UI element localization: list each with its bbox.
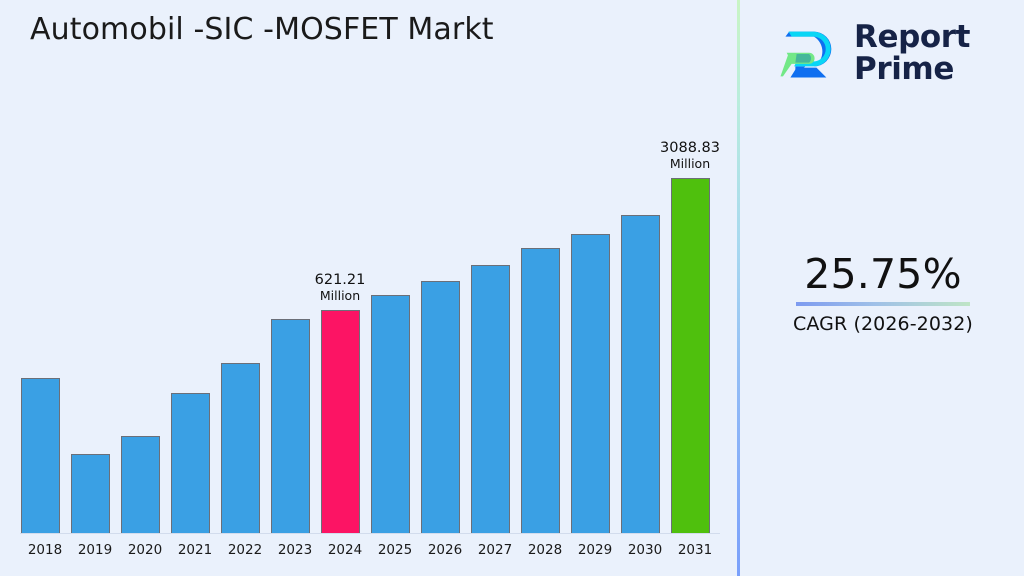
bar-2025[interactable] (371, 295, 410, 533)
bar-2029[interactable] (571, 234, 610, 533)
bar-slot-2022 (220, 120, 270, 533)
chart-plot-area: 621.21 Million 3088.83 Million (20, 120, 720, 534)
x-axis-line (20, 533, 720, 534)
page-title: Automobil -SIC -MOSFET Markt (30, 12, 494, 47)
bar-2020[interactable] (121, 436, 160, 533)
x-tick-2022: 2022 (227, 542, 263, 558)
bar-2021[interactable] (171, 393, 210, 533)
x-tick-2031: 2031 (677, 542, 713, 558)
bar-slot-2020 (120, 120, 170, 533)
cagr-value: 25.75% (804, 250, 962, 298)
x-tick-2027: 2027 (477, 542, 513, 558)
bar-2018[interactable] (21, 378, 60, 533)
bar-slot-2026 (420, 120, 470, 533)
bar-2031[interactable] (671, 178, 710, 533)
bar-slot-2021 (170, 120, 220, 533)
panel-divider (737, 0, 740, 576)
brand-name-line1: Report (854, 19, 971, 56)
bar-2022[interactable] (221, 363, 260, 533)
x-tick-2030: 2030 (627, 542, 663, 558)
report-prime-logo-icon (780, 31, 832, 78)
x-tick-2023: 2023 (277, 542, 313, 558)
x-tick-2021: 2021 (177, 542, 213, 558)
brand-name-line2: Prime (854, 51, 954, 87)
x-tick-2026: 2026 (427, 542, 463, 558)
brand-logo: Report Prime (778, 14, 1008, 94)
brand-name: Report Prime (854, 22, 970, 85)
bar-slot-2031: 3088.83 Million (660, 120, 720, 533)
x-tick-2020: 2020 (127, 542, 163, 558)
bar-2024[interactable] (321, 310, 360, 533)
bar-2019[interactable] (71, 454, 110, 533)
bar-2026[interactable] (421, 281, 460, 533)
x-tick-2025: 2025 (377, 542, 413, 558)
bar-slot-2029 (570, 120, 620, 533)
bar-2027[interactable] (471, 265, 510, 533)
x-tick-2029: 2029 (577, 542, 613, 558)
bar-series: 621.21 Million 3088.83 Million (20, 120, 720, 533)
bar-slot-2018 (20, 120, 70, 533)
bar-slot-2019 (70, 120, 120, 533)
bar-slot-2027 (470, 120, 520, 533)
bar-slot-2028 (520, 120, 570, 533)
bar-2030[interactable] (621, 215, 660, 533)
bar-slot-2025 (370, 120, 420, 533)
cagr-divider-rule (796, 302, 970, 307)
bar-slot-2030 (620, 120, 670, 533)
x-axis-tick-labels: 2018 2019 2020 2021 2022 2023 2024 2025 2026 2027… (20, 542, 720, 564)
x-tick-2024: 2024 (327, 542, 363, 558)
bar-slot-2023 (270, 120, 320, 533)
cagr-panel: 25.75% CAGR (2026-2032) (752, 250, 1014, 336)
bar-chart: 621.21 Million 3088.83 Million 2018 2019 2020… (20, 120, 720, 564)
bar-2023[interactable] (271, 319, 310, 533)
bar-2028[interactable] (521, 248, 560, 533)
x-tick-2019: 2019 (77, 542, 113, 558)
x-tick-2028: 2028 (527, 542, 563, 558)
bar-slot-2024: 621.21 Million (315, 120, 370, 533)
x-tick-2018: 2018 (27, 542, 63, 558)
cagr-caption: CAGR (2026-2032) (793, 313, 973, 336)
